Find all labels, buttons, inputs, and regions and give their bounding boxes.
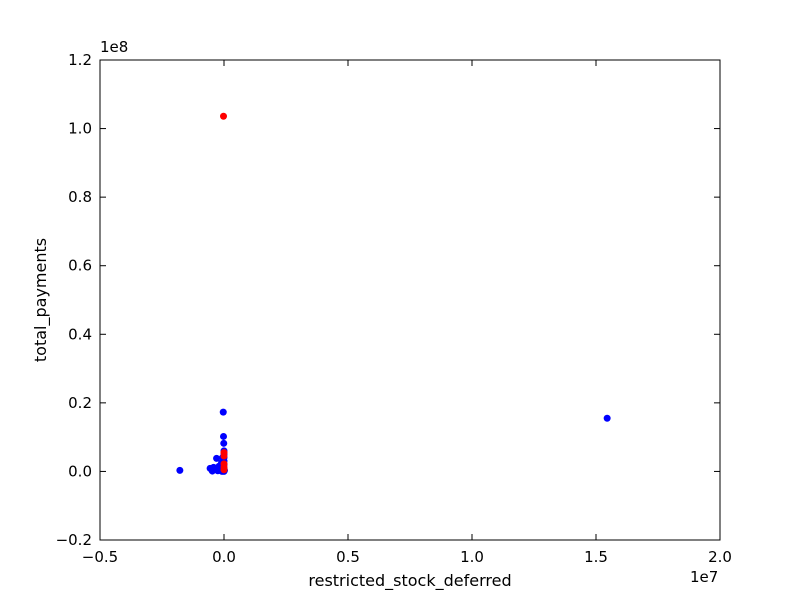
y-tick-label: −0.2: [56, 531, 92, 549]
data-point: [220, 432, 228, 440]
y-tick-label: 0.6: [68, 257, 92, 275]
points-layer: [176, 112, 611, 475]
tick-labels-layer: −0.5 0.0 0.5 1.0 1.5 2.0 −0.2 0.0 0.2 0.4 0.6 0.8 1.…: [56, 51, 732, 566]
y-axis-label: total_payments: [31, 238, 51, 362]
x-tick-label: 1.5: [584, 548, 608, 566]
x-tick-label: −0.5: [82, 548, 118, 566]
data-point: [220, 112, 228, 120]
y-tick-label: 0.4: [68, 325, 92, 343]
data-point: [220, 452, 228, 460]
data-point: [176, 466, 184, 474]
y-tick-label: 1.0: [68, 120, 92, 138]
data-point: [603, 414, 611, 422]
data-point: [220, 439, 228, 447]
x-tick-label: 0.0: [212, 548, 236, 566]
plot-frame: [99, 59, 721, 541]
y-tick-label: 0.2: [68, 394, 92, 412]
x-axis-label: restricted_stock_deferred: [308, 571, 511, 591]
x-tick-label: 0.5: [336, 548, 360, 566]
y-tick-label: 0.8: [68, 188, 92, 206]
ticks-layer: [99, 59, 721, 541]
data-point: [213, 454, 221, 462]
y-offset-label: 1e8: [100, 38, 128, 56]
y-tick-label: 0.0: [68, 462, 92, 480]
data-point: [219, 408, 227, 416]
x-tick-label: 1.0: [460, 548, 484, 566]
y-tick-label: 1.2: [68, 51, 92, 69]
x-tick-label: 2.0: [708, 548, 732, 566]
data-point: [220, 466, 228, 474]
x-offset-label: 1e7: [690, 568, 718, 586]
